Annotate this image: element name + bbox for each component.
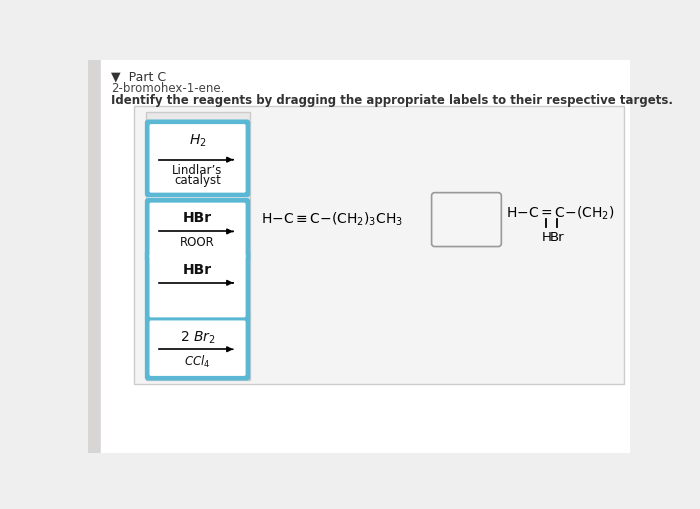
Bar xyxy=(146,112,251,380)
Text: $CCl_4$: $CCl_4$ xyxy=(184,353,211,370)
Text: ROOR: ROOR xyxy=(180,236,215,249)
FancyBboxPatch shape xyxy=(145,316,251,381)
Bar xyxy=(88,61,102,453)
Text: Br: Br xyxy=(550,230,564,243)
Text: Identify the reagents by dragging the appropriate labels to their respective tar: Identify the reagents by dragging the ap… xyxy=(111,94,673,107)
FancyBboxPatch shape xyxy=(145,120,251,198)
FancyBboxPatch shape xyxy=(150,254,246,318)
FancyBboxPatch shape xyxy=(145,199,251,263)
FancyBboxPatch shape xyxy=(150,203,246,259)
Text: HBr: HBr xyxy=(183,211,212,225)
FancyBboxPatch shape xyxy=(145,250,251,322)
Text: Lindlar’s: Lindlar’s xyxy=(172,163,223,177)
FancyBboxPatch shape xyxy=(150,125,246,193)
Text: HBr: HBr xyxy=(183,263,212,276)
Bar xyxy=(134,107,624,384)
Text: $\mathsf{H{-}C{=}C{-}(CH_2)}$: $\mathsf{H{-}C{=}C{-}(CH_2)}$ xyxy=(506,205,615,222)
FancyBboxPatch shape xyxy=(432,193,501,247)
Text: H: H xyxy=(541,230,551,243)
Text: $2\ Br_2$: $2\ Br_2$ xyxy=(180,328,216,345)
Text: catalyst: catalyst xyxy=(174,174,221,186)
Text: $\mathsf{H{-}C{\equiv}C{-}(CH_2)_3CH_3}$: $\mathsf{H{-}C{\equiv}C{-}(CH_2)_3CH_3}$ xyxy=(260,210,402,228)
FancyBboxPatch shape xyxy=(150,321,246,376)
Text: ▼  Part C: ▼ Part C xyxy=(111,70,166,83)
Text: 2-bromohex-1-ene.: 2-bromohex-1-ene. xyxy=(111,82,224,95)
Text: $H_2$: $H_2$ xyxy=(189,132,206,149)
